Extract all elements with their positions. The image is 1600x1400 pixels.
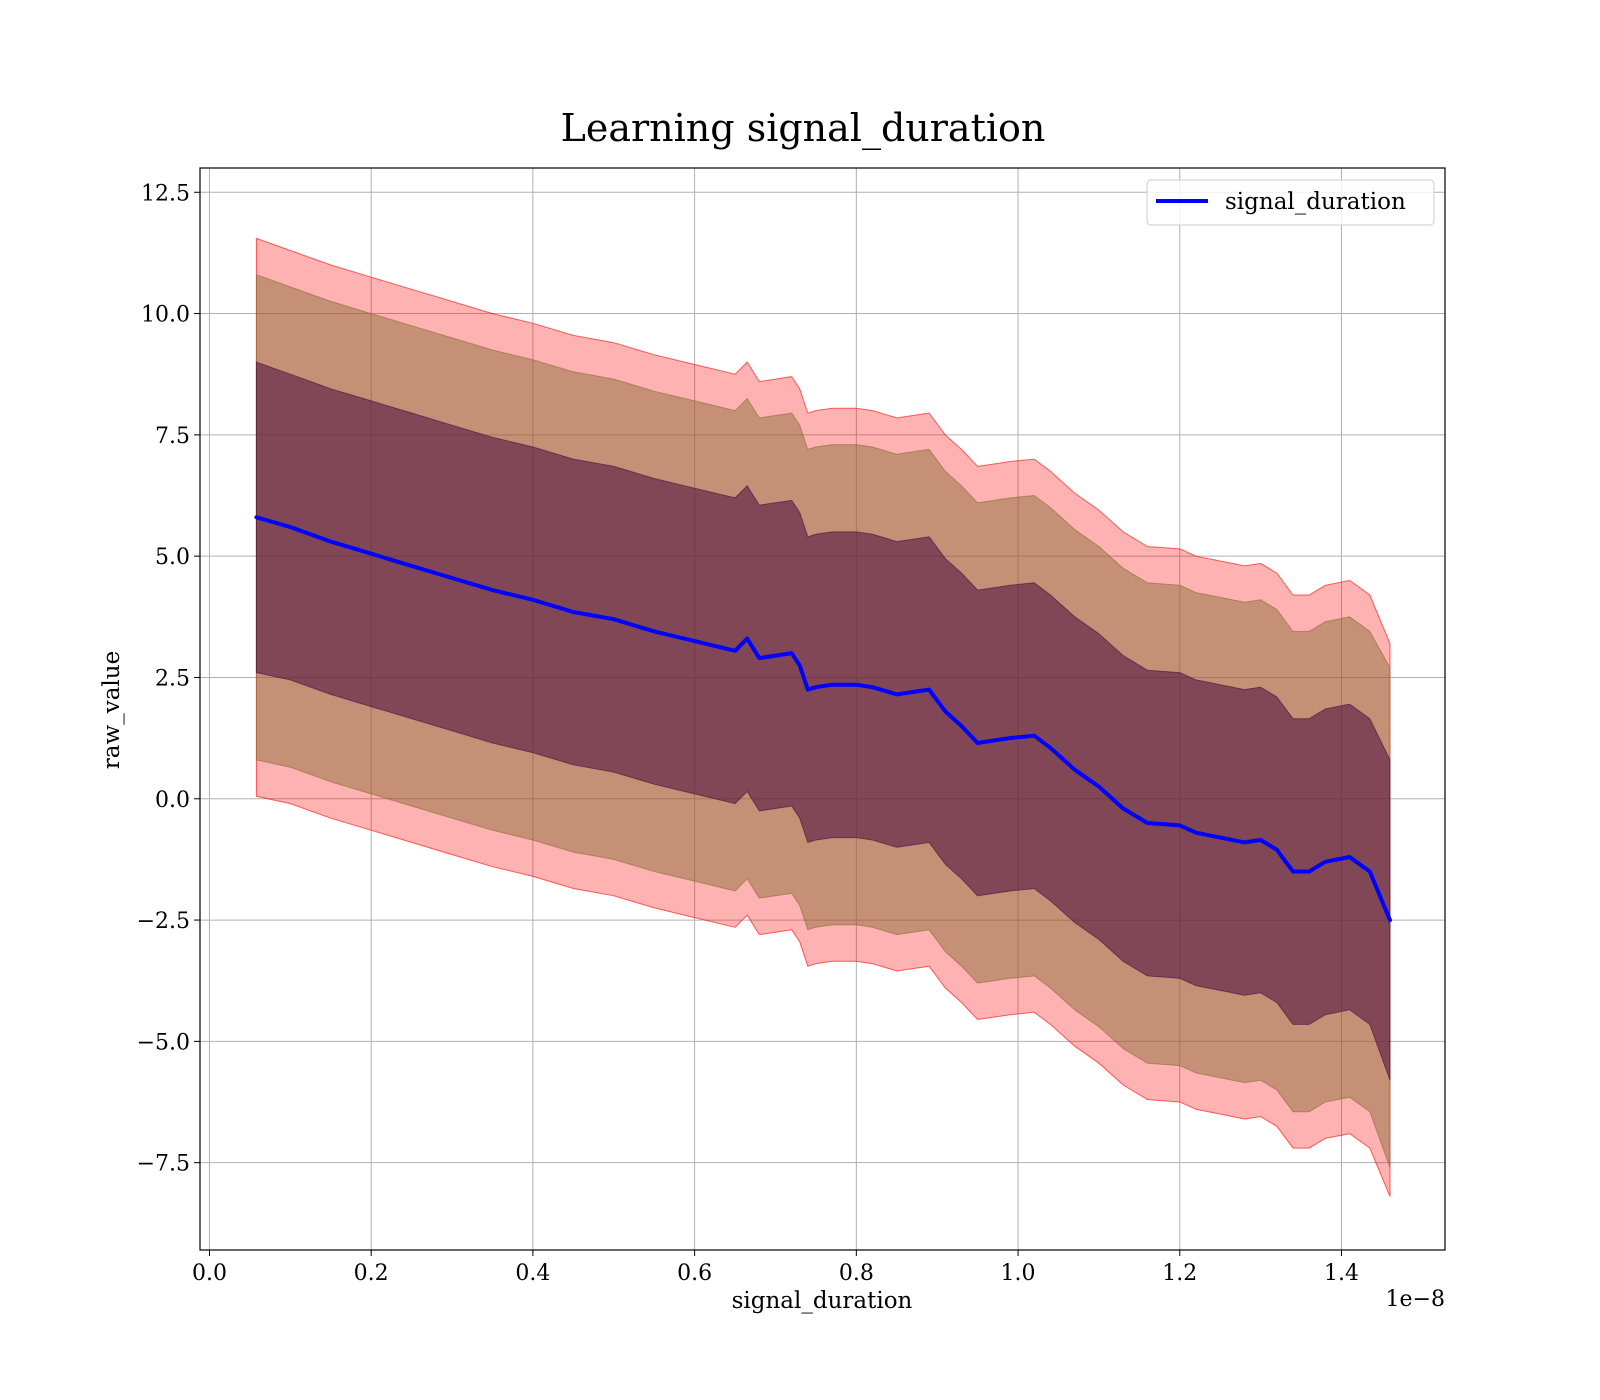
chart-title: Learning signal_duration — [561, 106, 1046, 151]
y-tick-label: 5.0 — [155, 545, 190, 570]
y-axis-ticks: −7.5 −5.0 −2.5 0.0 2.5 5.0 7.5 10.0 12.5 — [137, 181, 200, 1177]
series-line-signal-duration — [254, 515, 1392, 923]
x-tick-label: 1.0 — [1001, 1261, 1036, 1286]
x-axis-ticks: 0.0 0.2 0.4 0.6 0.8 1.0 1.2 1.4 — [192, 1250, 1359, 1286]
x-tick-label: 1.4 — [1324, 1261, 1359, 1286]
series — [254, 515, 1392, 923]
legend: signal_duration — [1146, 179, 1435, 226]
y-tick-label: 12.5 — [141, 181, 190, 206]
x-tick-label: 0.4 — [515, 1261, 550, 1286]
y-axis-label: raw_value — [99, 651, 125, 769]
y-tick-label: 0.0 — [155, 788, 190, 813]
y-tick-label: −2.5 — [137, 909, 190, 934]
x-axis-label: signal_duration — [732, 1288, 913, 1314]
plot-frame — [199, 167, 1446, 1251]
confidence-band-3 — [255, 361, 1391, 1081]
x-tick-label: 0.6 — [677, 1261, 712, 1286]
x-tick-label: 0.2 — [354, 1261, 389, 1286]
x-tick-label: 0.0 — [192, 1261, 227, 1286]
x-axis-offset-text: 1e−8 — [1386, 1287, 1445, 1312]
y-tick-label: −7.5 — [137, 1152, 190, 1177]
y-tick-label: 7.5 — [155, 424, 190, 449]
y-tick-label: 10.0 — [141, 303, 190, 328]
y-tick-label: 2.5 — [155, 666, 190, 691]
bands — [255, 237, 1391, 1197]
legend-label: signal_duration — [1225, 189, 1406, 215]
x-tick-label: 1.2 — [1162, 1261, 1197, 1286]
legend-box — [1146, 179, 1435, 226]
x-tick-label: 0.8 — [839, 1261, 874, 1286]
y-tick-label: −5.0 — [137, 1030, 190, 1055]
